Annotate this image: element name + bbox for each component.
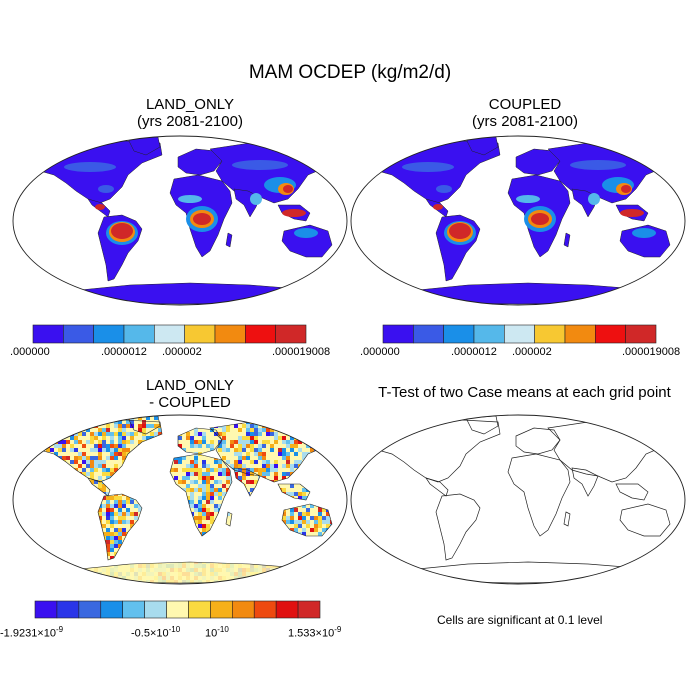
map-coupled [350, 135, 686, 306]
colorbar-swatch [214, 324, 246, 344]
colorbar-swatch [100, 600, 123, 619]
colorbar-swatch [166, 600, 189, 619]
colorbar-swatch [504, 324, 535, 344]
panel-title-difference: LAND_ONLY - COUPLED [145, 377, 235, 411]
map-difference [12, 414, 348, 585]
colorbar-label: .000002 [512, 346, 552, 358]
map-ttest [350, 414, 686, 585]
panel-title-coupled: COUPLED (yrs 2081-2100) [472, 96, 578, 130]
colorbar-label: 10-10 [205, 625, 229, 640]
colorbar-difference [34, 600, 321, 619]
colorbar-label: .0000012 [101, 346, 147, 358]
colorbar-swatch [297, 600, 321, 619]
colorbar-swatch [78, 600, 102, 619]
colorbar-label: .000019008 [622, 346, 681, 358]
colorbar-swatch [473, 324, 505, 344]
colorbar-label: -0.5×10-10 [131, 625, 181, 640]
colorbar-label: .000000 [360, 346, 400, 358]
colorbar-label: -1.9231×10-9 [0, 625, 64, 640]
colorbar-swatch [34, 600, 58, 619]
map-land-only [12, 135, 348, 306]
colorbar-label: 1.533×10-9 [288, 625, 342, 640]
panel-title-ttest: T-Test of two Case means at each grid po… [378, 384, 671, 401]
colorbar-swatch [93, 324, 125, 344]
colorbar-swatch [443, 324, 475, 344]
colorbar-swatch [184, 324, 216, 344]
colorbar-label: .000019008 [272, 346, 331, 358]
colorbar-swatch [253, 600, 277, 619]
colorbar-swatch [144, 600, 167, 619]
colorbar-swatch [63, 324, 94, 344]
colorbar-label: .0000012 [451, 346, 497, 358]
colorbar-label: .000002 [162, 346, 202, 358]
colorbar-swatch [32, 324, 64, 344]
colorbar-swatch [564, 324, 596, 344]
colorbar-swatch [154, 324, 185, 344]
colorbar-swatch [210, 600, 233, 619]
panel-title-land-only: LAND_ONLY (yrs 2081-2100) [137, 96, 243, 130]
colorbar-swatch [56, 600, 80, 619]
colorbar-swatch [382, 324, 414, 344]
colorbar-swatch [123, 324, 155, 344]
colorbar-label: .000000 [10, 346, 50, 358]
colorbar-swatch [625, 324, 657, 344]
significance-note: Cells are significant at 0.1 level [437, 613, 603, 627]
colorbar-swatch [245, 324, 276, 344]
colorbar-swatch [188, 600, 211, 619]
colorbar-swatch [232, 600, 255, 619]
colorbar-land-only [32, 324, 307, 344]
colorbar-swatch [534, 324, 566, 344]
figure-title: MAM OCDEP (kg/m2/d) [248, 62, 452, 83]
colorbar-swatch [275, 324, 307, 344]
colorbar-coupled [382, 324, 657, 344]
colorbar-swatch [595, 324, 626, 344]
colorbar-swatch [275, 600, 299, 619]
colorbar-swatch [413, 324, 444, 344]
colorbar-swatch [122, 600, 145, 619]
